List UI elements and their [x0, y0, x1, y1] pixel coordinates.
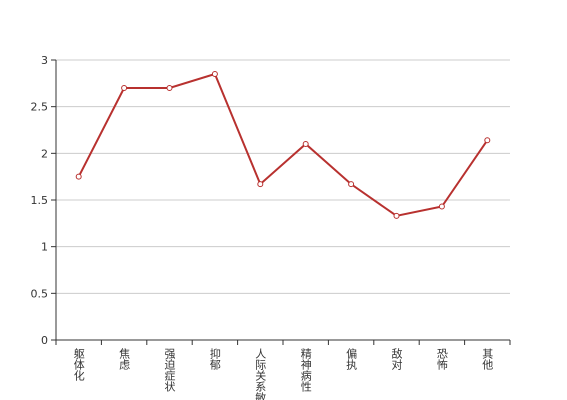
point: [348, 181, 355, 188]
y-tick-label: 1.5: [31, 194, 49, 207]
y-tick-label: 0.5: [31, 287, 49, 300]
x-tick-label: 强迫症状: [163, 348, 176, 392]
x-tick-label: 人际关系敏感: [254, 348, 267, 400]
point: [484, 137, 491, 144]
x-tick-label: 躯体化: [72, 348, 85, 382]
point: [438, 203, 445, 210]
y-tick-label: 2: [41, 147, 48, 160]
x-tick-label: 敌对: [390, 347, 403, 370]
point: [302, 141, 309, 147]
line: [77, 72, 489, 217]
x-tick-label: 其他: [481, 348, 494, 370]
y-tick-label: 3: [41, 54, 48, 67]
x-tick-label: 恐怖: [435, 348, 448, 370]
x-tick-label: 精神病性: [299, 348, 312, 393]
point: [393, 212, 400, 219]
y-tick-label: 0: [41, 334, 48, 347]
point: [166, 85, 173, 91]
point: [75, 173, 82, 180]
x-tick-label: 焦虑: [118, 348, 131, 370]
point: [257, 181, 264, 188]
x-tick-label: 偏执: [345, 347, 358, 371]
x-tick-label: 抑郁: [208, 347, 221, 370]
point: [211, 71, 218, 77]
y-tick-label: 1: [41, 241, 48, 254]
y-tick-label: 2.5: [31, 101, 49, 114]
point: [121, 85, 128, 91]
